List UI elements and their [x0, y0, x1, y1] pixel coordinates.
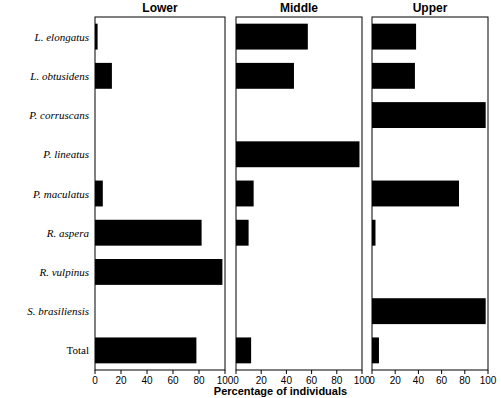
x-tick [173, 370, 174, 374]
bar [372, 181, 459, 207]
category-label: P. lineatus [42, 148, 89, 160]
bar [236, 220, 249, 246]
x-tick [286, 370, 287, 374]
bar [372, 63, 415, 89]
category-label: S. brasiliensis [27, 305, 89, 317]
bar [95, 259, 222, 285]
x-tick [362, 370, 363, 374]
bar [236, 337, 251, 363]
x-tick [372, 370, 373, 374]
panel-title: Upper [413, 1, 448, 15]
x-tick [488, 370, 489, 374]
frame [372, 17, 488, 370]
frame [95, 17, 225, 370]
bar [372, 298, 486, 324]
category-label: R. vulpinus [39, 266, 90, 278]
frame [236, 17, 362, 370]
panel: Lower L. elongatus L. obtusidens P. corrusc… [27, 1, 234, 386]
x-tick [441, 370, 442, 374]
bar [95, 337, 196, 363]
bar [236, 181, 254, 207]
x-tick-label: 80 [193, 375, 205, 386]
x-tick [311, 370, 312, 374]
bar [95, 63, 112, 89]
bar [95, 220, 202, 246]
x-tick-label: 0 [92, 375, 98, 386]
panel-title: Middle [280, 1, 318, 15]
x-tick [236, 370, 237, 374]
figure: Lower L. elongatus L. obtusidens P. corrusc… [0, 0, 501, 398]
x-tick [395, 370, 396, 374]
x-tick-label: 20 [115, 375, 127, 386]
x-tick [121, 370, 122, 374]
panel-title: Lower [142, 1, 178, 15]
bar [372, 337, 379, 363]
x-tick [225, 370, 226, 374]
bar [372, 24, 416, 50]
bar [95, 181, 103, 207]
x-tick-label: 100 [480, 375, 497, 386]
category-label: L. obtusidens [29, 70, 89, 82]
bar [372, 102, 486, 128]
x-tick [147, 370, 148, 374]
x-tick [261, 370, 262, 374]
category-label: P. corruscans [28, 109, 89, 121]
category-label: P. maculatus [32, 188, 89, 200]
bar [372, 220, 375, 246]
panel: Upper 0 20 40 60 80 100 [369, 1, 497, 386]
x-tick-label: 60 [436, 375, 448, 386]
bars [95, 24, 222, 364]
bar [236, 141, 359, 167]
x-tick-label: 20 [390, 375, 402, 386]
x-tick-label: 40 [141, 375, 153, 386]
x-axis-label: Percentage of individuals [214, 385, 347, 397]
x-tick-label: 80 [459, 375, 471, 386]
x-tick [418, 370, 419, 374]
x-tick [199, 370, 200, 374]
category-label: Total [67, 344, 89, 356]
x-tick [336, 370, 337, 374]
bars [372, 24, 486, 364]
x-tick [95, 370, 96, 374]
x-tick [464, 370, 465, 374]
panel: Middle020406080100Percentage of individu… [214, 1, 371, 397]
bars [236, 24, 359, 364]
category-label: R. aspera [46, 227, 90, 239]
bar [236, 24, 308, 50]
bar [236, 63, 294, 89]
x-tick-label: 40 [413, 375, 425, 386]
x-tick-label: 60 [167, 375, 179, 386]
x-tick-label: 100 [354, 375, 371, 386]
x-tick-label: 0 [369, 375, 375, 386]
category-label: L. elongatus [34, 31, 89, 43]
